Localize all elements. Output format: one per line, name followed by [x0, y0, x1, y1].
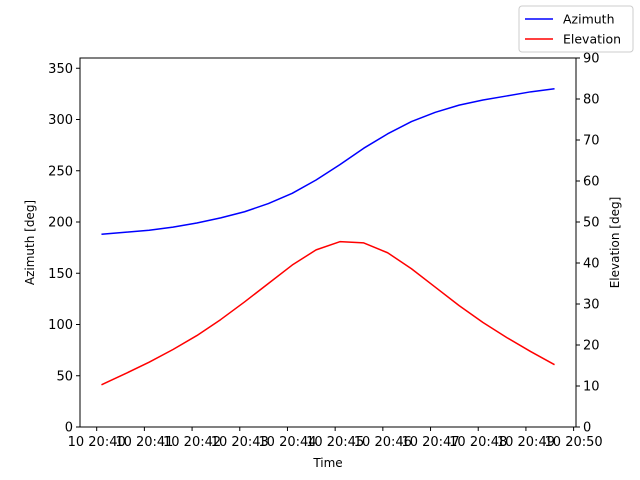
series-line-elevation: [101, 240, 555, 386]
y-left-tick-label: 200: [48, 216, 73, 231]
y-right-tick-label: 90: [583, 52, 600, 67]
y-left-tick-label: 50: [56, 369, 73, 384]
x-tick-label: 10 20:46: [354, 435, 412, 450]
y-axis-right-title: Elevation [deg]: [608, 197, 622, 289]
y-right-tick-label: 50: [583, 216, 600, 231]
y-right-tick-label: 70: [583, 134, 600, 149]
x-axis-title: Time: [312, 456, 342, 470]
y-left-tick-label: 300: [48, 113, 73, 128]
y-left-tick-label: 150: [48, 267, 73, 282]
legend: Azimuth Elevation: [518, 5, 634, 53]
y-left-tick-label: 100: [48, 318, 73, 333]
x-tick-label: 10 20:44: [258, 435, 316, 450]
y-axis-left-title: Azimuth [deg]: [23, 200, 37, 285]
x-tick-label: 10 20:43: [211, 435, 269, 450]
x-tick-label: 10 20:48: [449, 435, 507, 450]
x-tick-label: 10 20:47: [401, 435, 459, 450]
series-line-azimuth: [101, 88, 555, 236]
x-tick-label: 10 20:41: [115, 435, 173, 450]
legend-label-elevation: Elevation: [563, 32, 621, 47]
y-right-tick-label: 30: [583, 298, 600, 313]
y-right-tick-label: 60: [583, 175, 600, 190]
x-tick-label: 10 20:45: [306, 435, 364, 450]
y-axis-left-ticks: 0 50 100 150 200 250 300 350: [48, 62, 80, 436]
x-tick-label: 10 20:50: [545, 435, 603, 450]
series-layer: [101, 88, 555, 386]
y-right-tick-label: 0: [583, 421, 591, 436]
y-left-tick-label: 0: [65, 421, 73, 436]
plot-frame: [79, 57, 577, 428]
y-right-tick-label: 20: [583, 339, 600, 354]
x-tick-label: 10 20:40: [68, 435, 126, 450]
legend-label-azimuth: Azimuth: [563, 12, 615, 27]
y-right-tick-label: 40: [583, 257, 600, 272]
x-tick-label: 10 20:42: [163, 435, 221, 450]
y-axis-right-ticks: 0 10 20 30 40 50 60 70 80 90: [576, 52, 600, 436]
legend-box: [518, 5, 634, 53]
y-left-tick-label: 250: [48, 164, 73, 179]
y-right-tick-label: 80: [583, 93, 600, 108]
y-right-tick-label: 10: [583, 380, 600, 395]
y-left-tick-label: 350: [48, 62, 73, 77]
x-tick-label: 10 20:49: [497, 435, 555, 450]
